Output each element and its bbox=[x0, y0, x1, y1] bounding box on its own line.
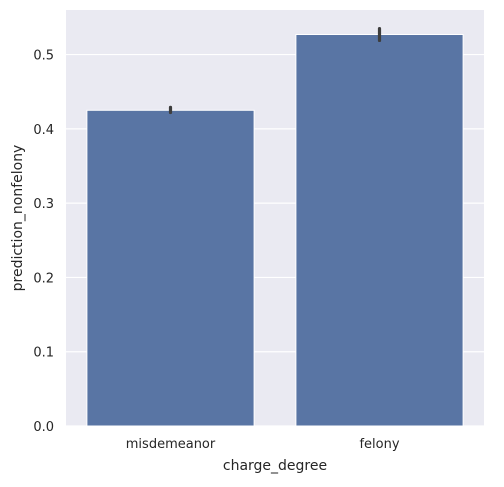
bar-misdemeanor bbox=[86, 109, 255, 427]
y-tick-label: 0.0 bbox=[33, 420, 54, 435]
error-bars bbox=[168, 26, 382, 115]
y-tick-label: 0.1 bbox=[33, 346, 54, 361]
x-tick-labels: misdemeanor felony bbox=[126, 437, 400, 452]
bar-felony bbox=[295, 34, 464, 427]
x-tick-label: felony bbox=[359, 437, 399, 452]
y-axis-label: prediction_nonfelony bbox=[10, 145, 26, 292]
y-tick-label: 0.2 bbox=[33, 271, 54, 286]
x-tick-label: misdemeanor bbox=[126, 437, 216, 452]
y-tick-labels: 0.0 0.1 0.2 0.3 0.4 0.5 bbox=[33, 49, 54, 435]
bars bbox=[86, 34, 464, 427]
x-axis-label: charge_degree bbox=[223, 458, 327, 474]
y-tick-label: 0.4 bbox=[33, 123, 54, 138]
y-tick-label: 0.5 bbox=[33, 49, 54, 64]
y-tick-label: 0.3 bbox=[33, 197, 54, 212]
